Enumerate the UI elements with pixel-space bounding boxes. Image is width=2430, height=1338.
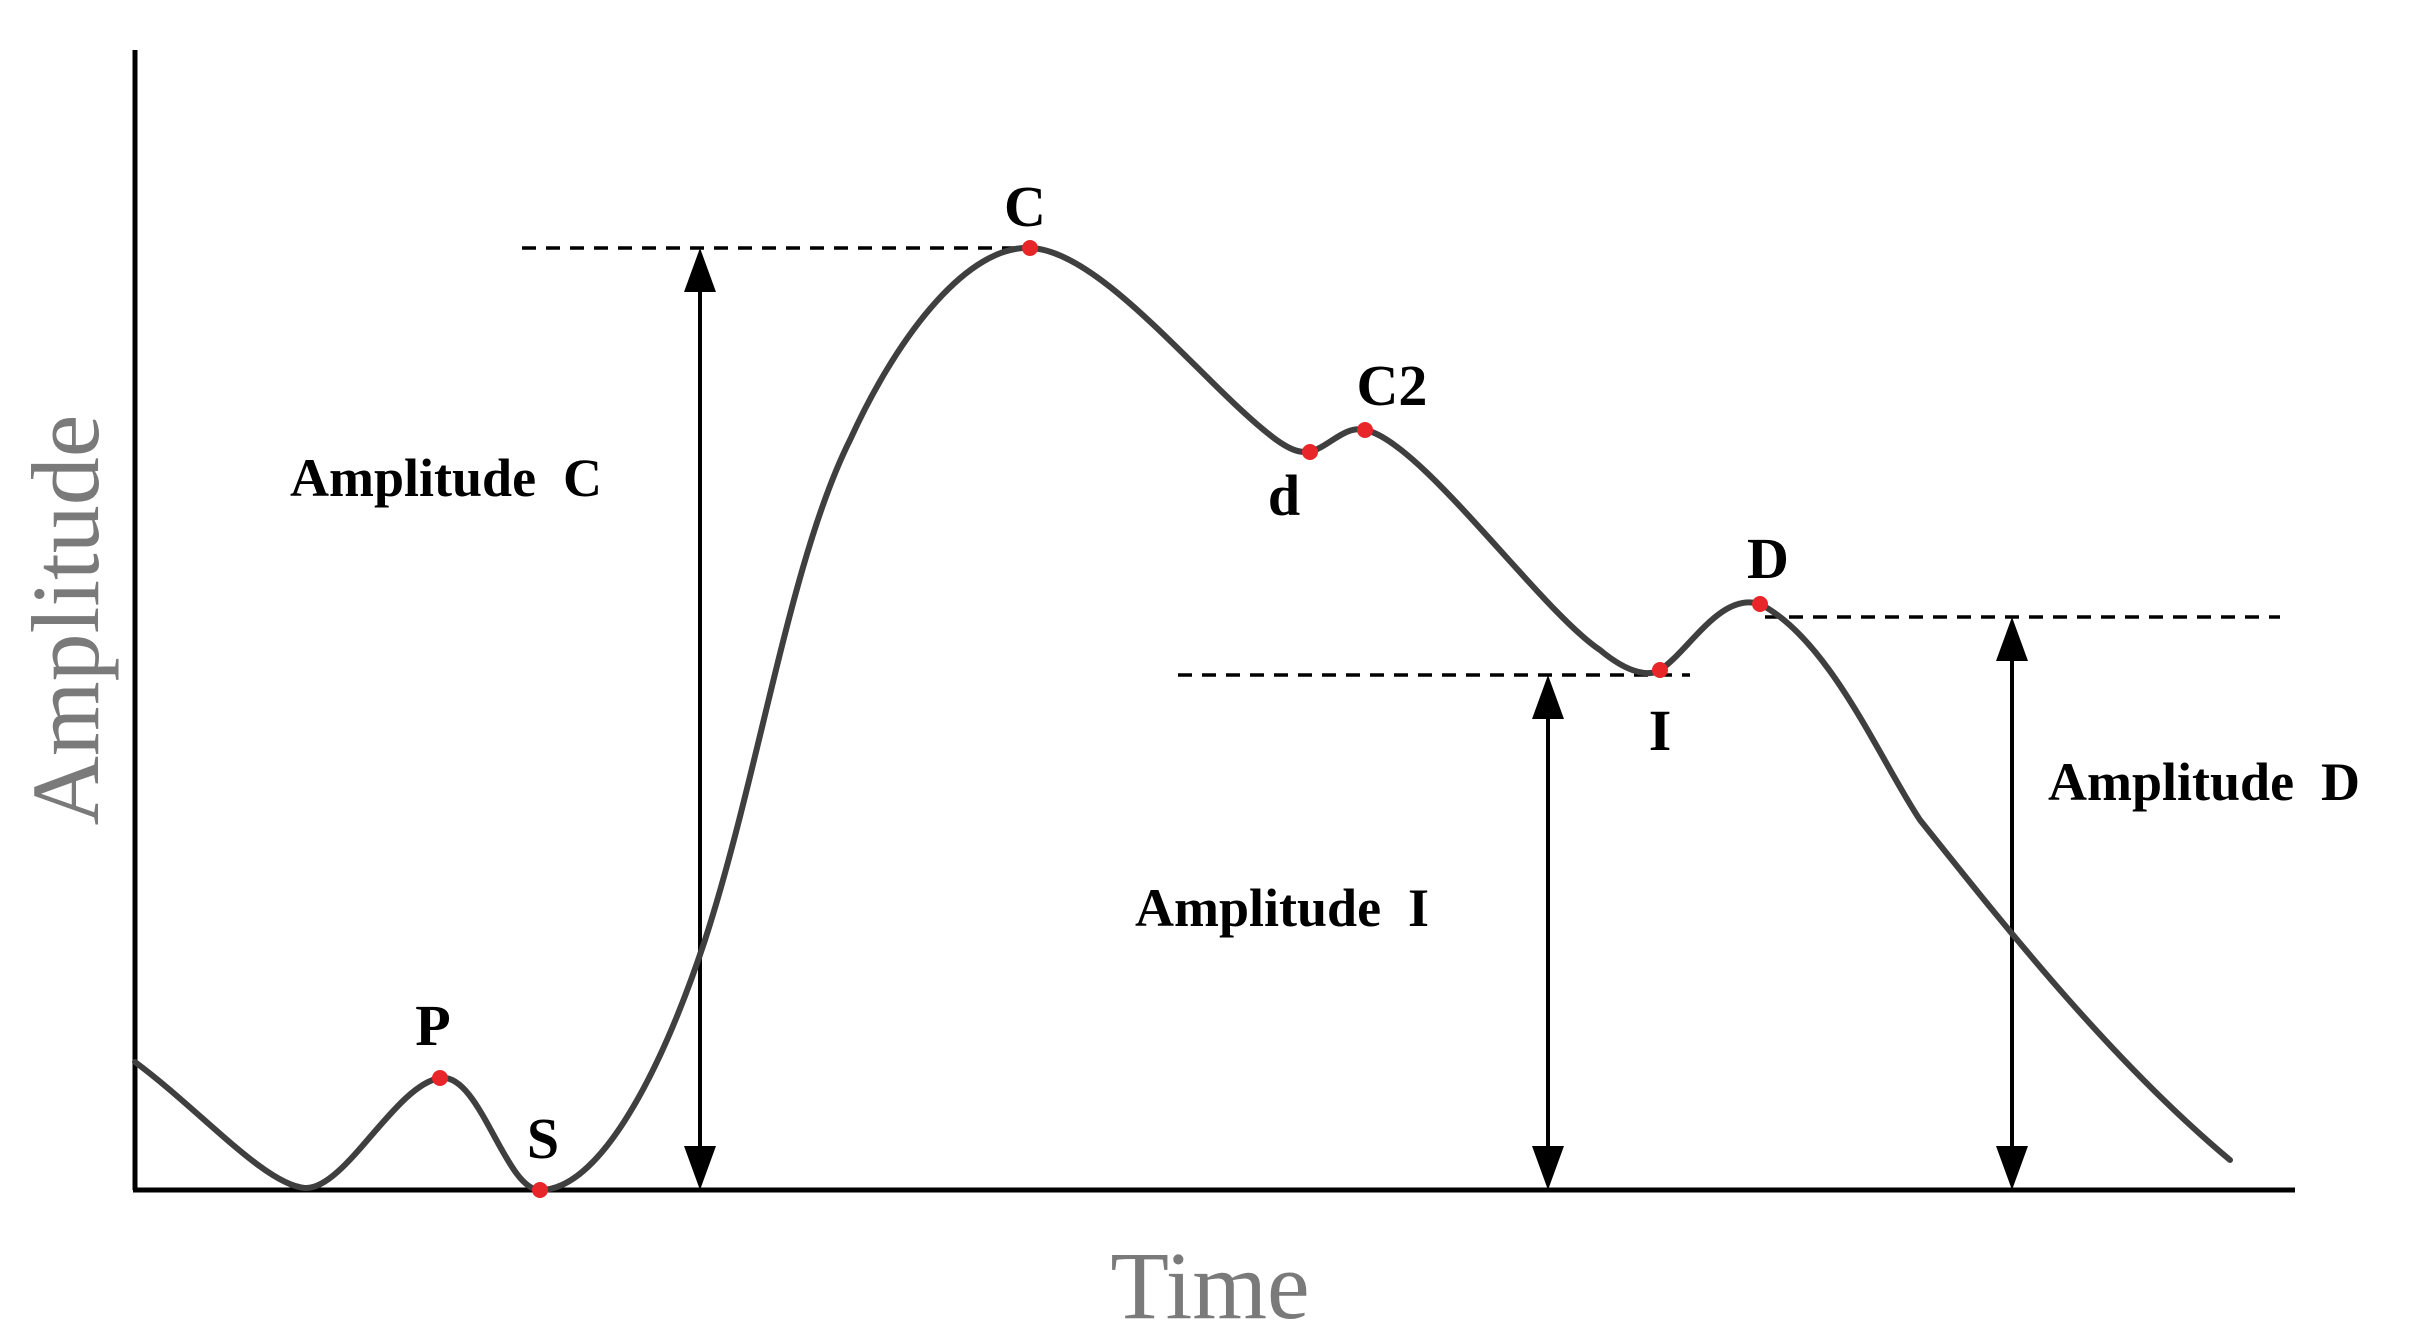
amplitude-c-arrow bbox=[684, 248, 716, 1190]
marker-i bbox=[1652, 662, 1668, 678]
label-s: S bbox=[527, 1106, 559, 1171]
label-amplitude-c: Amplitude C bbox=[290, 448, 602, 508]
y-axis-title: Amplitude bbox=[12, 415, 119, 826]
marker-d bbox=[1752, 596, 1768, 612]
marker-c2 bbox=[1357, 422, 1373, 438]
marker-c bbox=[1022, 240, 1038, 256]
label-i: I bbox=[1649, 698, 1672, 763]
label-amplitude-d: Amplitude D bbox=[2048, 752, 2360, 812]
x-axis-title: Time bbox=[1110, 1232, 1309, 1338]
label-d-small: d bbox=[1268, 463, 1300, 528]
label-p: P bbox=[415, 993, 450, 1058]
amplitude-i-arrow bbox=[1532, 675, 1564, 1190]
label-d: D bbox=[1747, 526, 1789, 591]
marker-d-small bbox=[1302, 444, 1318, 460]
marker-s bbox=[532, 1182, 548, 1198]
label-amplitude-i: Amplitude I bbox=[1135, 878, 1429, 938]
label-c: C bbox=[1004, 174, 1046, 239]
waveform-curve bbox=[132, 244, 2233, 1193]
marker-p bbox=[432, 1070, 448, 1086]
label-c2: C2 bbox=[1357, 353, 1428, 418]
amplitude-d-arrow bbox=[1996, 617, 2028, 1190]
